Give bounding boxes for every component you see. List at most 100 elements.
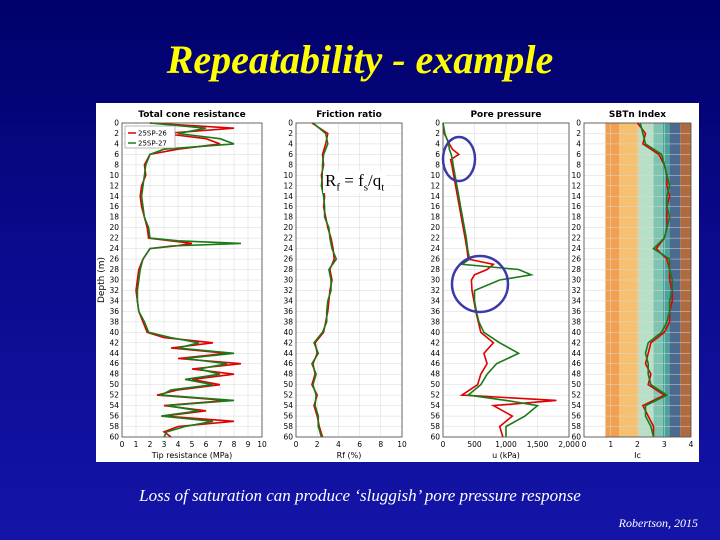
depth-tick-label: 40 xyxy=(571,328,581,337)
depth-tick-label: 2 xyxy=(435,129,440,138)
depth-tick-label: 4 xyxy=(114,139,119,148)
depth-tick-label: 24 xyxy=(109,244,119,253)
x-tick-label: 4 xyxy=(689,440,694,449)
depth-tick-label: 30 xyxy=(283,276,293,285)
depth-tick-label: 22 xyxy=(571,234,581,243)
depth-tick-label: 30 xyxy=(109,276,119,285)
depth-tick-label: 56 xyxy=(283,412,293,421)
depth-tick-label: 34 xyxy=(283,296,293,305)
formula-slash: /q xyxy=(368,171,382,190)
formula-t-sub: t xyxy=(381,181,385,194)
x-tick-label: 7 xyxy=(218,440,223,449)
depth-tick-label: 10 xyxy=(283,171,293,180)
depth-tick-label: 20 xyxy=(571,223,581,232)
chart-title: SBTn Index xyxy=(609,110,666,120)
x-tick-label: 2 xyxy=(148,440,153,449)
friction-ratio-formula: Rf = fs/qt xyxy=(323,171,387,194)
legend-label-2: 25SP-27 xyxy=(138,140,167,148)
depth-tick-label: 14 xyxy=(430,192,440,201)
depth-tick-label: 16 xyxy=(283,202,293,211)
depth-tick-label: 26 xyxy=(430,255,440,264)
depth-tick-label: 26 xyxy=(283,255,293,264)
depth-tick-label: 34 xyxy=(430,296,440,305)
depth-tick-label: 60 xyxy=(430,433,440,442)
formula-r: R xyxy=(325,171,337,190)
depth-tick-label: 42 xyxy=(283,338,293,347)
depth-tick-label: 30 xyxy=(571,276,581,285)
depth-tick-label: 22 xyxy=(430,234,440,243)
depth-tick-label: 52 xyxy=(283,391,293,400)
x-tick-label: 2 xyxy=(635,440,640,449)
x-tick-label: 1,500 xyxy=(527,440,549,449)
depth-tick-label: 0 xyxy=(576,119,581,128)
depth-tick-label: 16 xyxy=(109,202,119,211)
x-tick-label: 5 xyxy=(190,440,195,449)
depth-tick-label: 46 xyxy=(571,359,581,368)
depth-tick-label: 8 xyxy=(114,160,119,169)
x-tick-label: 9 xyxy=(246,440,251,449)
depth-tick-label: 58 xyxy=(571,422,581,431)
depth-tick-label: 2 xyxy=(576,129,581,138)
depth-tick-label: 58 xyxy=(283,422,293,431)
depth-tick-label: 20 xyxy=(109,223,119,232)
x-tick-label: 4 xyxy=(336,440,341,449)
formula-eq: = f xyxy=(340,171,364,190)
depth-tick-label: 24 xyxy=(571,244,581,253)
depth-tick-label: 52 xyxy=(571,391,581,400)
x-tick-label: 500 xyxy=(467,440,482,449)
x-tick-label: 0 xyxy=(582,440,587,449)
depth-tick-label: 18 xyxy=(571,213,581,222)
depth-tick-label: 32 xyxy=(283,286,293,295)
depth-tick-label: 48 xyxy=(283,370,293,379)
series-line-1 xyxy=(311,122,336,438)
depth-tick-label: 20 xyxy=(283,223,293,232)
depth-tick-label: 12 xyxy=(430,181,440,190)
depth-tick-label: 14 xyxy=(283,192,293,201)
depth-tick-label: 0 xyxy=(288,119,293,128)
x-tick-label: 1,000 xyxy=(495,440,517,449)
depth-tick-label: 2 xyxy=(288,129,293,138)
series-line-2 xyxy=(639,122,674,438)
depth-tick-label: 26 xyxy=(109,255,119,264)
depth-tick-label: 8 xyxy=(576,160,581,169)
depth-tick-label: 56 xyxy=(571,412,581,421)
formula-s-sub: s xyxy=(363,181,369,194)
depth-tick-label: 46 xyxy=(430,359,440,368)
depth-tick-label: 58 xyxy=(430,422,440,431)
depth-tick-label: 8 xyxy=(288,160,293,169)
depth-tick-label: 44 xyxy=(283,349,293,358)
depth-tick-label: 28 xyxy=(283,265,293,274)
depth-tick-label: 46 xyxy=(283,359,293,368)
depth-tick-label: 50 xyxy=(283,380,293,389)
depth-tick-label: 26 xyxy=(571,255,581,264)
depth-tick-label: 6 xyxy=(114,150,119,159)
x-tick-label: 8 xyxy=(232,440,237,449)
depth-tick-label: 60 xyxy=(571,433,581,442)
depth-tick-label: 12 xyxy=(283,181,293,190)
depth-tick-label: 38 xyxy=(571,317,581,326)
series-line-2 xyxy=(136,122,242,438)
depth-tick-label: 48 xyxy=(109,370,119,379)
depth-tick-label: 32 xyxy=(571,286,581,295)
depth-tick-label: 54 xyxy=(109,401,119,410)
depth-tick-label: 22 xyxy=(283,234,293,243)
depth-tick-label: 32 xyxy=(109,286,119,295)
depth-tick-label: 28 xyxy=(109,265,119,274)
depth-tick-label: 34 xyxy=(109,296,119,305)
depth-tick-label: 38 xyxy=(430,317,440,326)
x-axis-label: Tip resistance (MPa) xyxy=(151,451,233,460)
highlight-circle-lower xyxy=(450,254,510,314)
x-tick-label: 1 xyxy=(608,440,613,449)
x-axis-label: Rf (%) xyxy=(337,451,362,460)
plot-frame xyxy=(295,122,403,438)
x-axis-label: Ic xyxy=(634,451,641,460)
depth-tick-label: 36 xyxy=(430,307,440,316)
depth-tick-label: 14 xyxy=(109,192,119,201)
chart-title: Pore pressure xyxy=(470,110,541,120)
x-tick-label: 3 xyxy=(162,440,167,449)
x-tick-label: 6 xyxy=(357,440,362,449)
depth-tick-label: 2 xyxy=(114,129,119,138)
depth-tick-label: 16 xyxy=(571,202,581,211)
depth-tick-label: 42 xyxy=(430,338,440,347)
depth-tick-label: 52 xyxy=(430,391,440,400)
